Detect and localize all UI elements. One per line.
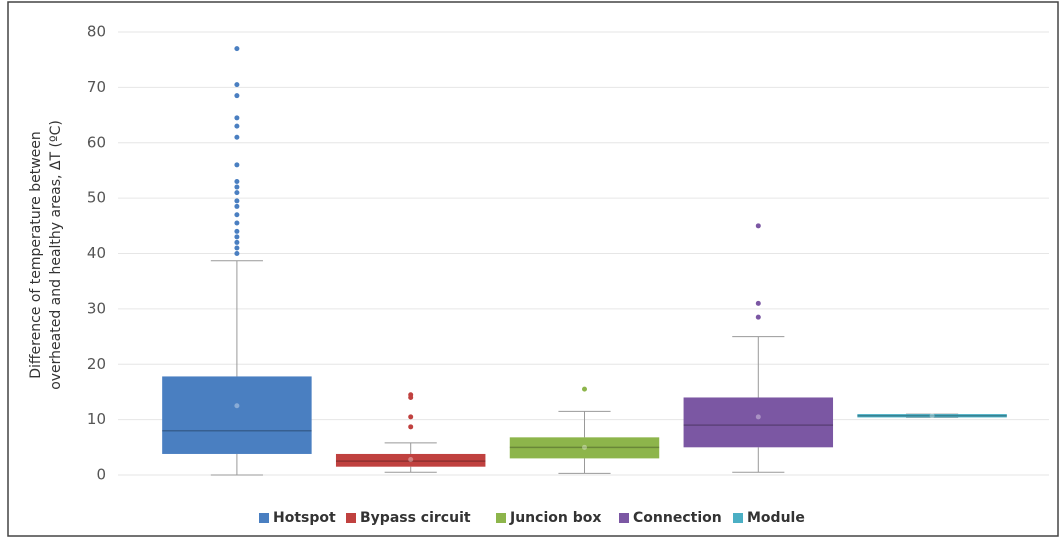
outlier: [234, 115, 240, 121]
outlier: [408, 424, 414, 430]
mean-marker: [582, 444, 587, 450]
legend-swatch: [733, 513, 743, 523]
legend-label: Hotspot: [273, 510, 336, 526]
mean-marker: [929, 413, 935, 419]
outlier: [234, 239, 240, 245]
legend-label: Connection: [633, 510, 722, 526]
y-axis-label: overheated and healthy areas, ΔT (ºC): [48, 120, 64, 390]
outlier: [234, 93, 240, 99]
outlier: [755, 314, 761, 320]
y-tick-label: 40: [87, 244, 106, 262]
y-axis-label: Difference of temperature between: [28, 131, 44, 379]
box: [335, 453, 486, 467]
outlier: [234, 82, 240, 88]
y-tick-label: 10: [87, 410, 106, 428]
outlier: [234, 198, 240, 204]
outlier: [234, 251, 240, 256]
box: [683, 397, 834, 448]
outlier: [234, 212, 240, 218]
outlier: [234, 228, 240, 234]
mean-marker: [234, 403, 240, 409]
legend-label: Bypass circuit: [360, 510, 471, 526]
outlier: [234, 134, 240, 140]
legend-swatch: [619, 513, 629, 523]
legend-label: Module: [747, 510, 805, 526]
outlier: [234, 123, 240, 129]
y-tick-label: 70: [87, 78, 106, 96]
outlier: [408, 392, 414, 398]
mean-marker: [755, 414, 761, 420]
legend-swatch: [496, 513, 506, 523]
y-tick-label: 60: [87, 133, 106, 151]
outlier: [234, 203, 240, 209]
outlier: [234, 179, 240, 185]
y-tick-label: 0: [96, 466, 106, 484]
outlier: [234, 46, 240, 52]
outlier: [234, 184, 240, 190]
legend-swatch: [259, 513, 269, 523]
y-tick-label: 80: [87, 23, 106, 41]
legend-label: Juncion box: [509, 510, 601, 526]
box: [509, 437, 660, 459]
outlier: [582, 386, 587, 392]
box: [857, 414, 1007, 418]
y-tick-label: 30: [87, 299, 106, 317]
legend-swatch: [346, 513, 356, 523]
outlier: [234, 162, 240, 168]
mean-marker: [408, 456, 414, 462]
chart-frame: [7, 1, 1059, 537]
outlier: [234, 234, 240, 240]
outlier: [234, 245, 240, 251]
y-tick-label: 20: [87, 355, 106, 373]
outlier: [234, 190, 240, 196]
box: [162, 376, 312, 454]
outlier: [755, 300, 761, 306]
outlier: [234, 220, 240, 226]
y-tick-label: 50: [87, 189, 106, 207]
outlier: [755, 223, 761, 229]
outlier: [408, 414, 414, 420]
